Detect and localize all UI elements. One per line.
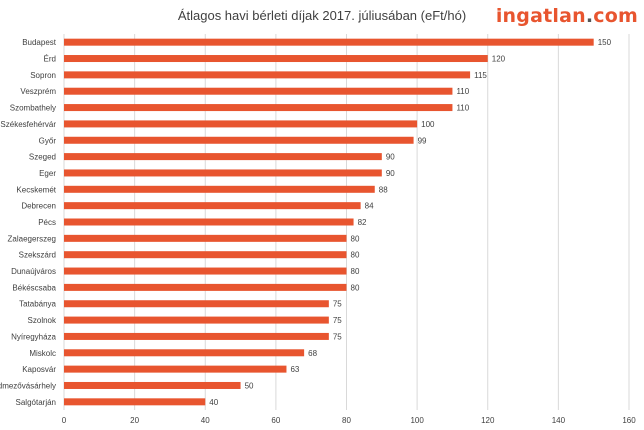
- value-label: 80: [351, 267, 360, 276]
- value-label: 150: [598, 38, 612, 47]
- category-label: Szeged: [29, 153, 56, 162]
- bar-12: [64, 234, 347, 242]
- x-tick-label: 40: [201, 416, 210, 425]
- value-label: 84: [365, 202, 374, 211]
- logo-part-dot: .: [585, 5, 594, 27]
- value-label: 80: [351, 234, 360, 243]
- value-label: 75: [333, 316, 342, 325]
- bar-11: [64, 218, 354, 226]
- value-label: 115: [474, 71, 487, 80]
- x-tick-label: 140: [552, 416, 566, 425]
- category-label: Sopron: [30, 71, 56, 80]
- value-label: 40: [209, 398, 218, 407]
- x-tick-label: 100: [410, 416, 424, 425]
- value-label: 120: [492, 55, 506, 64]
- category-label: Debrecen: [21, 202, 56, 211]
- category-label: Békéscsaba: [12, 283, 56, 292]
- category-label: Zalaegerszeg: [8, 234, 56, 243]
- value-label: 80: [351, 251, 360, 260]
- bar-6: [64, 136, 414, 144]
- bar-7: [64, 153, 382, 161]
- bar-3: [64, 87, 453, 95]
- bar-15: [64, 283, 347, 291]
- category-label: Hódmezővásárhely: [0, 381, 56, 390]
- value-label: 99: [418, 136, 427, 145]
- category-label: Eger: [39, 169, 56, 178]
- category-label: Érd: [44, 55, 56, 64]
- category-label: Tatabánya: [19, 300, 56, 309]
- x-tick-label: 20: [130, 416, 139, 425]
- bar-10: [64, 202, 361, 210]
- value-label: 90: [386, 153, 395, 162]
- category-label: Kecskemét: [16, 185, 56, 194]
- x-tick-label: 160: [622, 416, 636, 425]
- value-label: 82: [358, 218, 367, 227]
- value-label: 75: [333, 332, 342, 341]
- value-label: 110: [456, 87, 469, 96]
- bar-16: [64, 300, 329, 308]
- bar-14: [64, 267, 347, 275]
- ingatlan-logo: ingatlan.com: [496, 5, 638, 27]
- category-label: Győr: [39, 136, 57, 145]
- category-label: Székesfehérvár: [0, 120, 56, 129]
- category-label: Kaposvár: [22, 365, 56, 374]
- bar-13: [64, 251, 347, 259]
- x-tick-label: 80: [342, 416, 351, 425]
- bar-8: [64, 169, 382, 177]
- category-label: Miskolc: [29, 349, 56, 358]
- bar-17: [64, 316, 329, 324]
- logo-part-com: com: [593, 5, 638, 27]
- x-tick-label: 120: [481, 416, 495, 425]
- category-label: Pécs: [38, 218, 56, 227]
- category-label: Dunaújváros: [11, 267, 56, 276]
- category-label: Salgótarján: [16, 398, 56, 407]
- bar-18: [64, 332, 329, 340]
- category-label: Veszprém: [20, 87, 56, 96]
- value-label: 68: [308, 349, 317, 358]
- chart-title: Átlagos havi bérleti díjak 2017. júliusá…: [177, 8, 467, 23]
- bar-9: [64, 185, 375, 193]
- category-label: Budapest: [22, 38, 57, 47]
- bar-1: [64, 55, 488, 63]
- value-label: 63: [290, 365, 299, 374]
- category-label: Szolnok: [28, 316, 57, 325]
- bar-19: [64, 349, 305, 357]
- value-label: 80: [351, 283, 360, 292]
- category-label: Szekszárd: [19, 251, 56, 260]
- category-label: Nyíregyháza: [11, 332, 56, 341]
- bar-0: [64, 38, 594, 46]
- value-label: 100: [421, 120, 435, 129]
- value-label: 110: [456, 104, 469, 113]
- x-tick-label: 0: [62, 416, 67, 425]
- bar-4: [64, 104, 453, 112]
- category-label: Szombathely: [10, 104, 56, 113]
- x-tick-label: 60: [271, 416, 280, 425]
- value-label: 90: [386, 169, 395, 178]
- value-label: 50: [245, 381, 254, 390]
- logo-part-ingatlan: ingatlan: [495, 5, 586, 27]
- bar-22: [64, 398, 206, 406]
- bar-2: [64, 71, 471, 79]
- value-label: 88: [379, 185, 388, 194]
- bar-5: [64, 120, 418, 128]
- bar-21: [64, 381, 241, 389]
- bar-20: [64, 365, 287, 373]
- value-label: 75: [333, 300, 342, 309]
